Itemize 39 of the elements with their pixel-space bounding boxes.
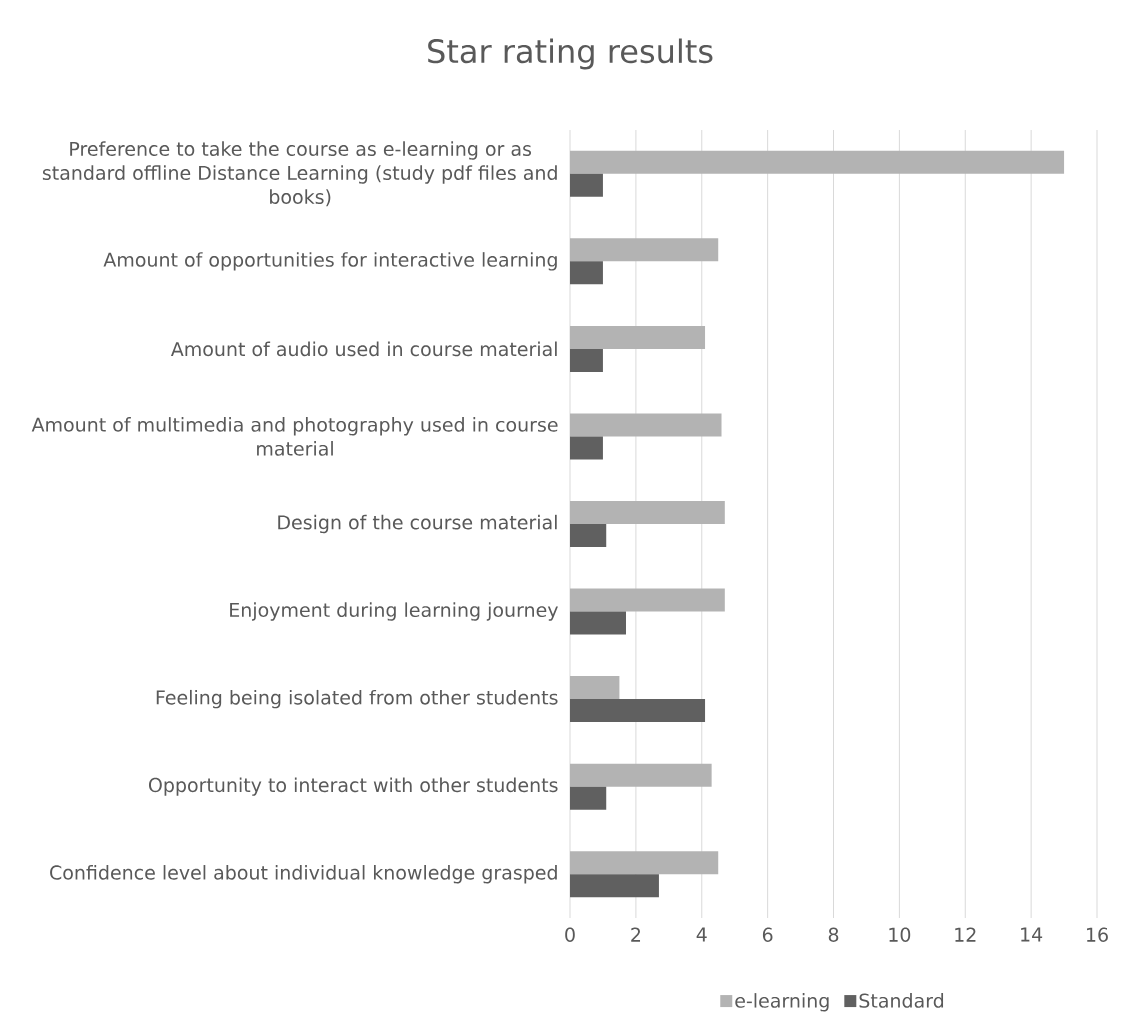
bar <box>570 676 620 700</box>
legend-label: Standard <box>859 993 944 1008</box>
y-tick-label: Amount of opportunities for interactive learning <box>103 252 557 271</box>
bar <box>570 611 626 635</box>
bar <box>570 851 719 875</box>
y-tick-label: Amount of multimedia and photography used in course material <box>31 417 558 456</box>
bar <box>570 763 712 787</box>
y-tick-label: Enjoyment during learning journey <box>230 602 558 621</box>
y-tick-label: Feeling being isolated from other students <box>156 689 558 709</box>
bar <box>570 874 659 898</box>
x-tick-label: 10 <box>889 927 911 942</box>
y-tick-label: Confidence level about individual knowledge grasped <box>50 865 557 884</box>
bar <box>570 238 719 262</box>
x-tick-label: 0 <box>565 927 575 942</box>
y-tick-label: Opportunity to interact with other students <box>148 777 558 796</box>
x-tick-label: 4 <box>696 927 707 942</box>
y-tick-label: Design of the course material <box>278 514 557 534</box>
x-tick-label: 14 <box>1021 927 1043 942</box>
x-tick-label: 2 <box>631 927 641 942</box>
bar <box>570 261 603 285</box>
bar <box>570 524 607 548</box>
bar <box>570 436 603 460</box>
bar <box>570 501 725 525</box>
y-tick-label: Preference to take the course as e-learning or as standard offline Distance Learning (study pdf files and books) <box>42 141 557 207</box>
bar <box>570 413 722 437</box>
bar <box>570 173 603 197</box>
legend-label: e-learning <box>735 993 829 1012</box>
bar <box>570 786 607 810</box>
x-tick-label: 16 <box>1087 927 1108 942</box>
bar <box>570 150 1065 174</box>
x-tick-label: 6 <box>762 927 773 942</box>
bar <box>570 348 603 372</box>
y-tick-label: Amount of audio used in course material <box>170 341 557 357</box>
bar <box>570 325 706 349</box>
x-tick-label: 12 <box>955 927 976 942</box>
bar <box>570 588 725 612</box>
x-tick-label: 8 <box>828 927 839 942</box>
bar <box>570 699 706 723</box>
chart-title: Star rating results <box>428 38 713 70</box>
